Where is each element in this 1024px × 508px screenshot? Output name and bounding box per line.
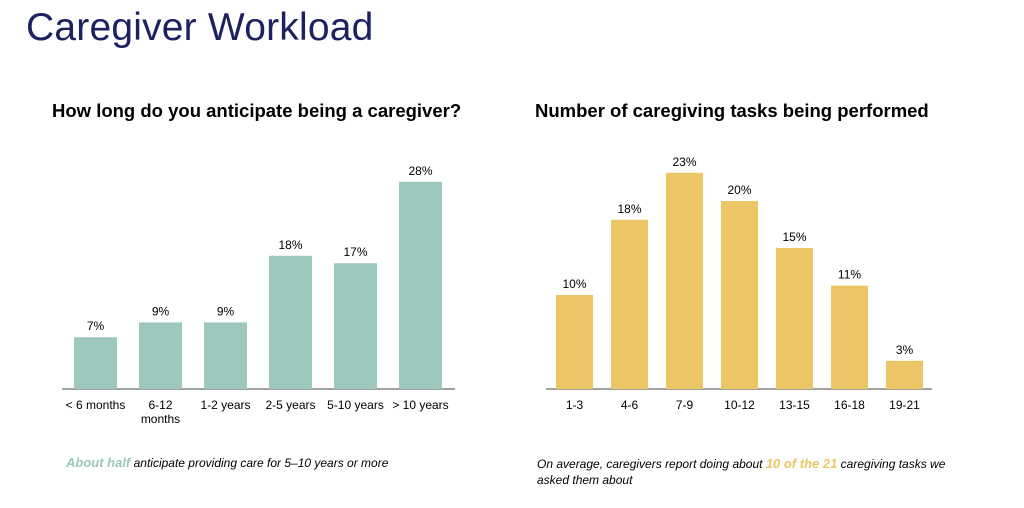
bar (139, 322, 182, 389)
bar (204, 322, 247, 389)
bar (611, 219, 648, 389)
data-label: 20% (727, 183, 751, 197)
tick-label: 6-12 (148, 398, 172, 412)
duration-footnote-highlight: About half (66, 455, 131, 470)
tick-label: 1-3 (566, 398, 584, 412)
tick-label: months (141, 412, 180, 426)
tick-label: 7-9 (676, 398, 694, 412)
tasks-footnote-prefix: On average, caregivers report doing abou… (537, 457, 766, 471)
data-label: 23% (672, 155, 696, 169)
tick-label: 2-5 years (265, 398, 315, 412)
data-label: 10% (562, 277, 586, 291)
tick-label: 5-10 years (327, 398, 384, 412)
duration-footnote: About half anticipate providing care for… (66, 455, 388, 471)
tick-label: 13-15 (779, 398, 810, 412)
duration-footnote-text: anticipate providing care for 5–10 years… (130, 456, 389, 470)
bar (831, 285, 868, 389)
tasks-footnote: On average, caregivers report doing abou… (537, 456, 947, 488)
tasks-footnote-suffix: caregiving tasks we asked them about (537, 457, 946, 487)
data-label: 11% (838, 268, 861, 282)
tick-label: 16-18 (834, 398, 865, 412)
page-title: Caregiver Workload (26, 6, 374, 49)
data-label: 28% (408, 164, 432, 178)
data-label: 17% (343, 245, 367, 259)
data-label: 9% (152, 304, 170, 318)
bar (721, 201, 758, 389)
bar (334, 263, 377, 389)
data-label: 9% (217, 304, 235, 318)
chart-title-duration: How long do you anticipate being a careg… (52, 100, 462, 121)
chart-title-tasks: Number of caregiving tasks being perform… (535, 100, 929, 121)
tick-label: 10-12 (724, 398, 755, 412)
data-label: 7% (87, 319, 105, 333)
data-label: 15% (782, 230, 806, 244)
bar (74, 337, 117, 389)
tick-label: > 10 years (392, 398, 448, 412)
tick-label: < 6 months (66, 398, 126, 412)
tick-label: 4-6 (621, 398, 639, 412)
bar (886, 360, 923, 389)
bar (399, 181, 442, 389)
bar (666, 172, 703, 389)
tick-label: 19-21 (889, 398, 920, 412)
bar (556, 295, 593, 389)
data-label: 3% (896, 343, 914, 357)
data-label: 18% (278, 238, 302, 252)
tasks-footnote-highlight: 10 of the 21 (765, 456, 838, 471)
bar (269, 255, 312, 389)
tick-label: 1-2 years (200, 398, 250, 412)
bar (776, 248, 813, 389)
data-label: 18% (617, 202, 641, 216)
